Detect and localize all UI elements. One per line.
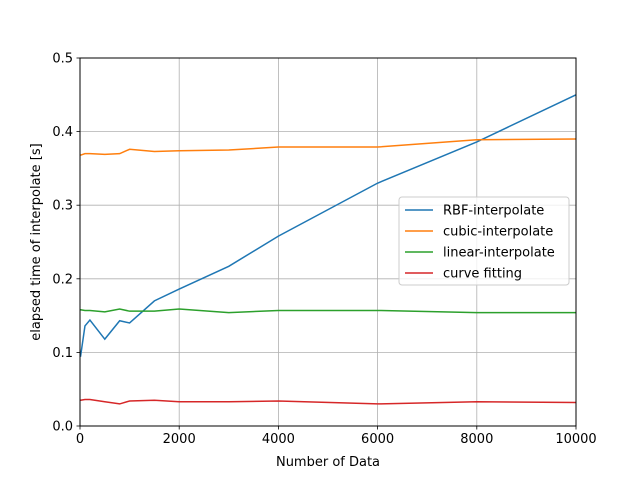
x-axis-label: Number of Data bbox=[276, 455, 380, 470]
legend-label: linear-interpolate bbox=[443, 246, 555, 261]
y-axis-label: elapsed time of interpolate [s] bbox=[29, 143, 44, 340]
y-tick-label: 0.0 bbox=[52, 420, 73, 435]
series-line-curve-fitting bbox=[80, 398, 577, 405]
series-line-linear-interpolate bbox=[80, 308, 576, 314]
ticks: 0 2000 4000 6000 8000 10000 0.0 0.1 0.2 0.3 0.4 0.5 bbox=[52, 52, 596, 448]
x-tick-label: 10000 bbox=[555, 432, 596, 447]
x-tick-label: 6000 bbox=[361, 432, 394, 447]
y-tick-label: 0.3 bbox=[52, 199, 73, 214]
y-tick-label: 0.4 bbox=[52, 125, 73, 140]
legend-label: RBF-interpolate bbox=[443, 204, 544, 219]
x-tick-label: 2000 bbox=[163, 432, 196, 447]
x-tick-label: 4000 bbox=[262, 432, 295, 447]
legend-label: cubic-interpolate bbox=[443, 225, 553, 240]
y-tick-label: 0.5 bbox=[52, 52, 73, 67]
series-line-cubic-interpolate bbox=[80, 138, 577, 156]
legend-label: curve fitting bbox=[443, 267, 522, 282]
series-line-rbf-interpolate bbox=[79, 94, 577, 357]
y-tick-label: 0.2 bbox=[52, 272, 73, 287]
x-tick-label: 0 bbox=[76, 432, 84, 447]
y-tick-label: 0.1 bbox=[52, 346, 73, 361]
legend-box bbox=[398, 196, 570, 286]
plot-frame bbox=[79, 57, 577, 427]
x-tick-label: 8000 bbox=[460, 432, 493, 447]
legend: RBF-interpolate cubic-interpolate linear-i… bbox=[398, 196, 570, 286]
series-lines bbox=[79, 94, 577, 405]
